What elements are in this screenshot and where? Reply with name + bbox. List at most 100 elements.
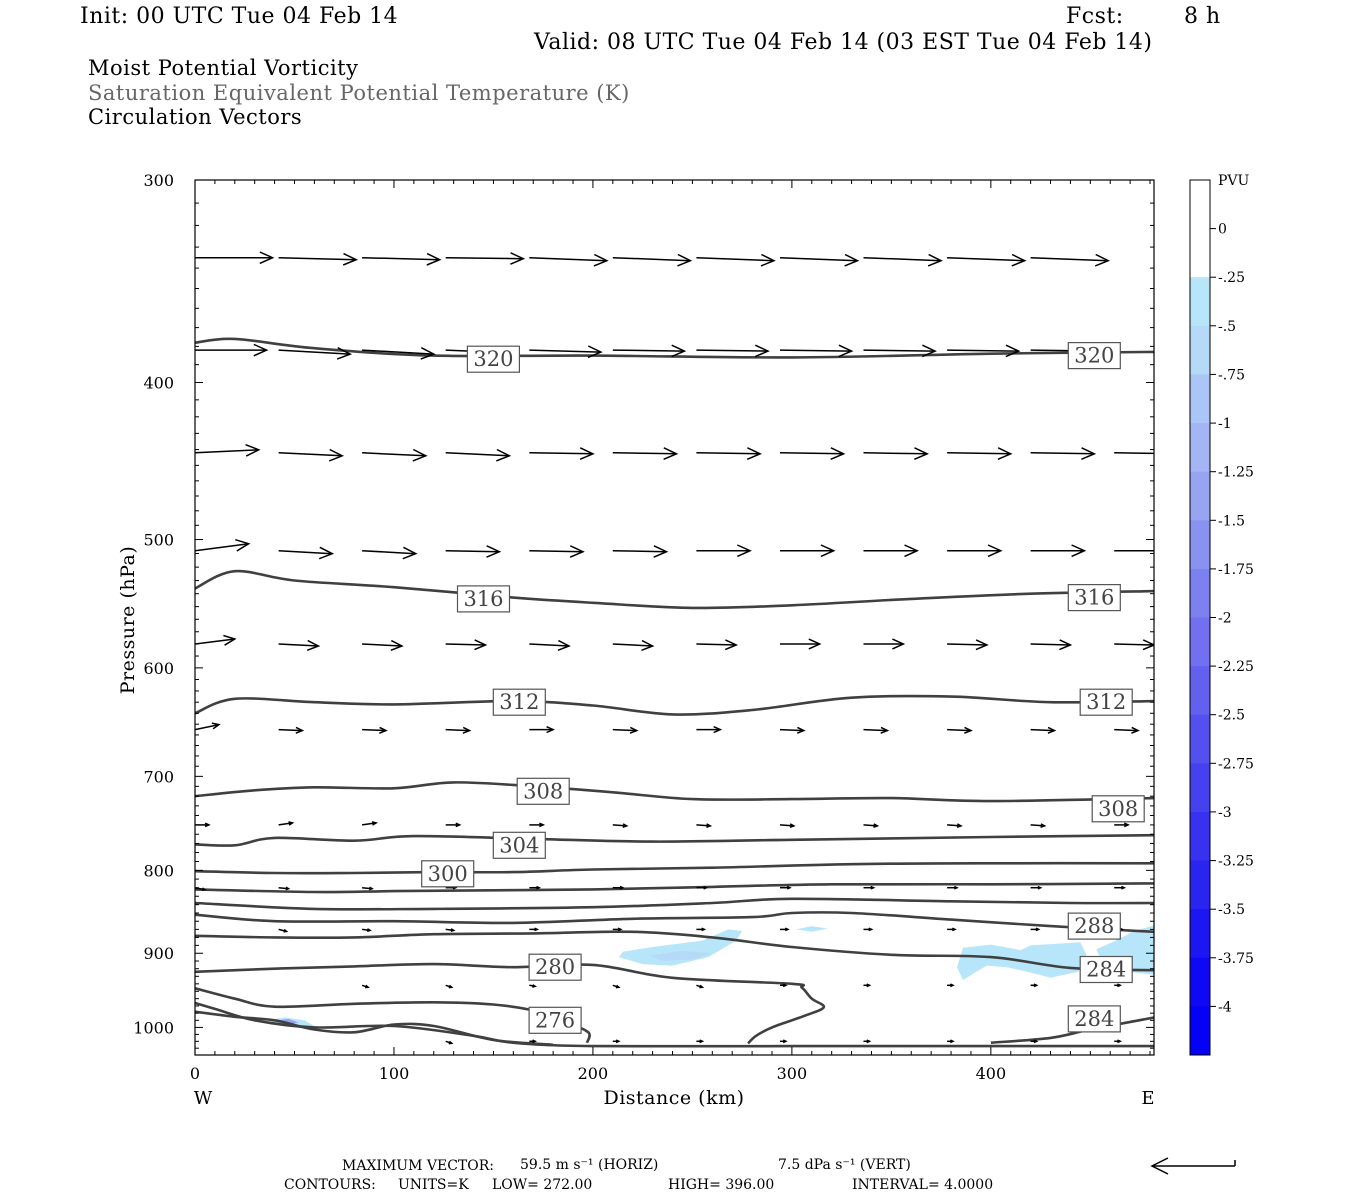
circulation-vector [863, 344, 937, 358]
vector-head [253, 343, 269, 357]
vector-shaft [195, 542, 249, 552]
vector-head [997, 447, 1013, 460]
circulation-vector [278, 347, 353, 360]
circulation-vector [195, 251, 275, 265]
y-tick-label: 500 [143, 531, 174, 550]
contours-label: CONTOURS: [284, 1177, 376, 1193]
contour-label-box [1091, 795, 1145, 823]
contour-label-text: 312 [1086, 690, 1126, 714]
circulation-vector [612, 885, 625, 890]
contour-label: 308 [1091, 795, 1145, 823]
circulation-vector [362, 726, 388, 734]
vector-shaft [612, 728, 637, 732]
vector-shaft [278, 728, 303, 732]
circulation-vector [445, 928, 456, 933]
circulation-vector [278, 252, 359, 266]
circulation-vector [863, 885, 876, 890]
circulation-vector [947, 639, 989, 651]
circulation-vector [612, 545, 669, 558]
circulation-vector [863, 726, 890, 734]
contour-label-text: 280 [535, 955, 575, 979]
vector-head [1117, 983, 1123, 988]
circulation-vector [362, 448, 428, 462]
colorbar-label: -3.75 [1218, 951, 1254, 967]
colorbar-swatch [1190, 325, 1210, 375]
circulation-vector [863, 1039, 872, 1044]
vector-head [927, 253, 943, 267]
vector-head [677, 253, 693, 267]
contour-label-box [421, 860, 475, 888]
vector-head [956, 823, 963, 829]
vector-head [617, 927, 623, 932]
vector-shaft [696, 643, 737, 646]
colorbar-label: -1.25 [1218, 465, 1254, 481]
circulation-vector [863, 983, 872, 988]
vector-head [754, 344, 770, 358]
vector-head [462, 726, 472, 734]
contour-label-box [528, 953, 582, 981]
circulation-vector [779, 447, 846, 460]
vector-head [448, 1040, 454, 1045]
colorbar-label: -1 [1218, 416, 1232, 432]
vector-shaft [863, 452, 928, 455]
vector-shaft [779, 728, 804, 732]
vector-head [1142, 639, 1154, 651]
circulation-vector [195, 634, 237, 646]
circulation-vector [863, 447, 930, 460]
vector-shaft [1030, 643, 1071, 646]
vector-shaft [361, 822, 377, 826]
circulation-vector [779, 726, 806, 734]
colorbar-label: 0 [1218, 222, 1227, 238]
vector-head [615, 1039, 621, 1044]
contour-label-text: 316 [463, 587, 503, 611]
circulation-vector [947, 344, 1021, 358]
colorbar-label: -4 [1218, 999, 1232, 1015]
vector-shaft [612, 256, 691, 262]
colorbar-swatch [1190, 617, 1210, 667]
vector-head [1005, 344, 1021, 358]
circulation-vector [863, 253, 943, 267]
circulation-vector [947, 447, 1013, 460]
y-axis-title: Pressure (hPa) [117, 546, 139, 695]
contour-label-box [1079, 955, 1133, 984]
circulation-vector [278, 726, 305, 734]
circulation-vector [1030, 983, 1039, 988]
vector-head [949, 1039, 955, 1044]
vector-head [880, 726, 890, 734]
circulation-vector [1030, 726, 1057, 734]
theta-es-contour [195, 833, 1154, 847]
vector-head [328, 448, 345, 462]
circulation-vector [612, 639, 655, 651]
circulation-vector [1114, 726, 1140, 734]
vector-shaft [696, 256, 775, 262]
vector-shaft [947, 349, 1019, 352]
vector-head [663, 447, 679, 460]
max-vector-horiz: 59.5 m s⁻¹ (HORIZ) [520, 1157, 659, 1173]
vector-shaft [445, 549, 500, 553]
vector-head [951, 927, 957, 932]
contour-label-box [516, 777, 570, 805]
vector-head [496, 448, 512, 462]
vector-shaft [195, 638, 235, 645]
vector-head [1011, 253, 1027, 267]
circulation-vector [1114, 549, 1154, 552]
vector-head [671, 344, 687, 358]
mpv-region [648, 950, 713, 961]
circulation-vector [947, 823, 963, 829]
vector-head [420, 347, 436, 360]
theta-es-contour [195, 1010, 554, 1047]
vector-head [1059, 639, 1073, 651]
vector-head [1094, 253, 1111, 267]
vector-shaft [445, 452, 510, 457]
circulation-vector [361, 821, 378, 826]
contour-label-text: 316 [1074, 586, 1114, 610]
circulation-vector [529, 1039, 537, 1044]
colorbar-label: -3.5 [1218, 902, 1245, 918]
vector-shaft [529, 349, 601, 353]
colorbar-label: -.5 [1218, 319, 1236, 335]
circulation-vector [1114, 983, 1123, 988]
vector-shaft [696, 349, 769, 352]
circulation-vector [195, 343, 269, 357]
contour-label: 276 [528, 1006, 582, 1034]
